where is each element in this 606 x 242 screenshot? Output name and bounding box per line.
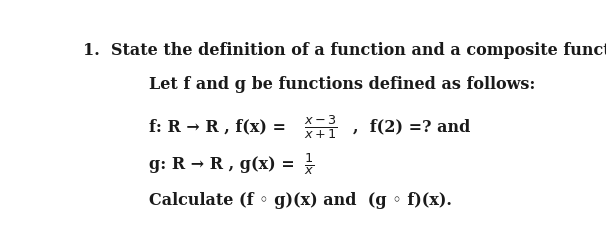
Text: ,  f(2) =? and: , f(2) =? and (353, 118, 470, 135)
Text: Calculate (f ◦ g)(x) and  (g ◦ f)(x).: Calculate (f ◦ g)(x) and (g ◦ f)(x). (148, 192, 451, 209)
Text: 1.  State the definition of a function and a composite function.: 1. State the definition of a function an… (83, 42, 606, 59)
Text: f: R → R , f(x) =: f: R → R , f(x) = (148, 118, 291, 135)
Text: Let f and g be functions defined as follows:: Let f and g be functions defined as foll… (148, 76, 535, 93)
Text: g: R → R , g(x) =: g: R → R , g(x) = (148, 156, 300, 173)
Text: $\frac{x-3}{x+1}$: $\frac{x-3}{x+1}$ (304, 113, 338, 141)
Text: $\frac{1}{x}$: $\frac{1}{x}$ (304, 151, 315, 177)
